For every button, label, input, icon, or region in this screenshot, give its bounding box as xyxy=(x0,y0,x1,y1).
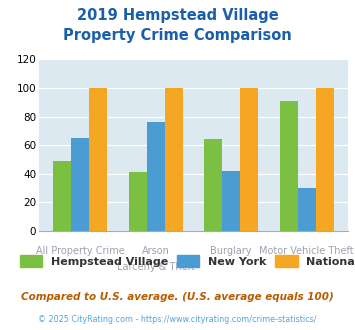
Bar xyxy=(53,161,71,231)
Text: Burglary: Burglary xyxy=(211,246,252,256)
Bar xyxy=(147,122,165,231)
Legend: Hempstead Village, New York, National: Hempstead Village, New York, National xyxy=(20,255,355,267)
Text: 2019 Hempstead Village: 2019 Hempstead Village xyxy=(77,8,278,23)
Text: © 2025 CityRating.com - https://www.cityrating.com/crime-statistics/: © 2025 CityRating.com - https://www.city… xyxy=(38,315,317,324)
Text: Arson: Arson xyxy=(142,246,170,256)
Text: All Property Crime: All Property Crime xyxy=(36,246,125,256)
Bar xyxy=(204,140,222,231)
Text: Property Crime Comparison: Property Crime Comparison xyxy=(63,28,292,43)
Bar xyxy=(297,188,316,231)
Bar xyxy=(240,88,258,231)
Bar xyxy=(165,88,183,231)
Bar xyxy=(71,138,89,231)
Bar xyxy=(129,172,147,231)
Text: Motor Vehicle Theft: Motor Vehicle Theft xyxy=(260,246,354,256)
Text: Larceny & Theft: Larceny & Theft xyxy=(117,262,195,272)
Bar xyxy=(222,171,240,231)
Text: Compared to U.S. average. (U.S. average equals 100): Compared to U.S. average. (U.S. average … xyxy=(21,292,334,302)
Bar xyxy=(279,101,297,231)
Bar xyxy=(89,88,108,231)
Bar xyxy=(316,88,334,231)
